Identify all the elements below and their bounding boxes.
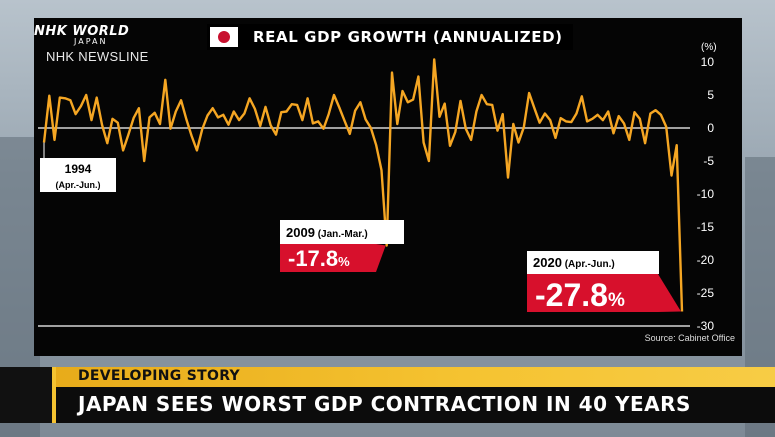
annotation-period: 2009 (Jan.-Mar.): [286, 225, 368, 240]
y-tick-label: -5: [703, 154, 714, 168]
ticker-tag-bar: DEVELOPING STORY: [0, 367, 775, 387]
nhk-world-logo: NHK WORLD JAPAN: [34, 24, 129, 46]
chart-title-box: REAL GDP GROWTH (ANNUALIZED): [207, 24, 573, 50]
source-note: Source: Cabinet Office: [644, 333, 735, 343]
annotation-value-box: [280, 244, 386, 272]
y-tick-label: 0: [707, 121, 714, 135]
y-tick-label: -20: [697, 253, 715, 267]
annotation-period: 2020 (Apr.-Jun.): [533, 255, 615, 270]
annotation-value: -27.8%: [535, 277, 625, 313]
ticker-headline-bar: JAPAN SEES WORST GDP CONTRACTION IN 40 Y…: [0, 387, 775, 423]
annotation-value: -17.8%: [288, 246, 350, 271]
chart-title: REAL GDP GROWTH (ANNUALIZED): [243, 25, 573, 49]
ticker-headline: JAPAN SEES WORST GDP CONTRACTION IN 40 Y…: [78, 392, 691, 416]
ticker-tag: DEVELOPING STORY: [78, 368, 240, 384]
annotation-value-box: [527, 274, 681, 312]
japan-flag-icon: [207, 24, 241, 50]
y-tick-label: 10: [701, 55, 715, 69]
start-year-label: 1994: [65, 162, 92, 176]
y-unit-label: (%): [701, 42, 717, 53]
annotation-label-box: [527, 251, 659, 274]
y-tick-label: -15: [697, 220, 715, 234]
logo-sub: JAPAN: [74, 37, 108, 46]
y-tick-label: -10: [697, 187, 715, 201]
annotation-label-box: [280, 220, 404, 244]
program-name: NHK NEWSLINE: [46, 49, 149, 64]
start-period-label: (Apr.-Jun.): [56, 180, 101, 190]
ticker-accent: [0, 367, 56, 423]
gdp-series-line: [42, 58, 684, 312]
logo-main: NHK WORLD: [34, 24, 130, 39]
y-tick-label: 5: [707, 88, 714, 102]
start-label-box: [40, 158, 116, 192]
y-tick-label: -25: [697, 286, 715, 300]
y-tick-label: -30: [697, 319, 715, 333]
